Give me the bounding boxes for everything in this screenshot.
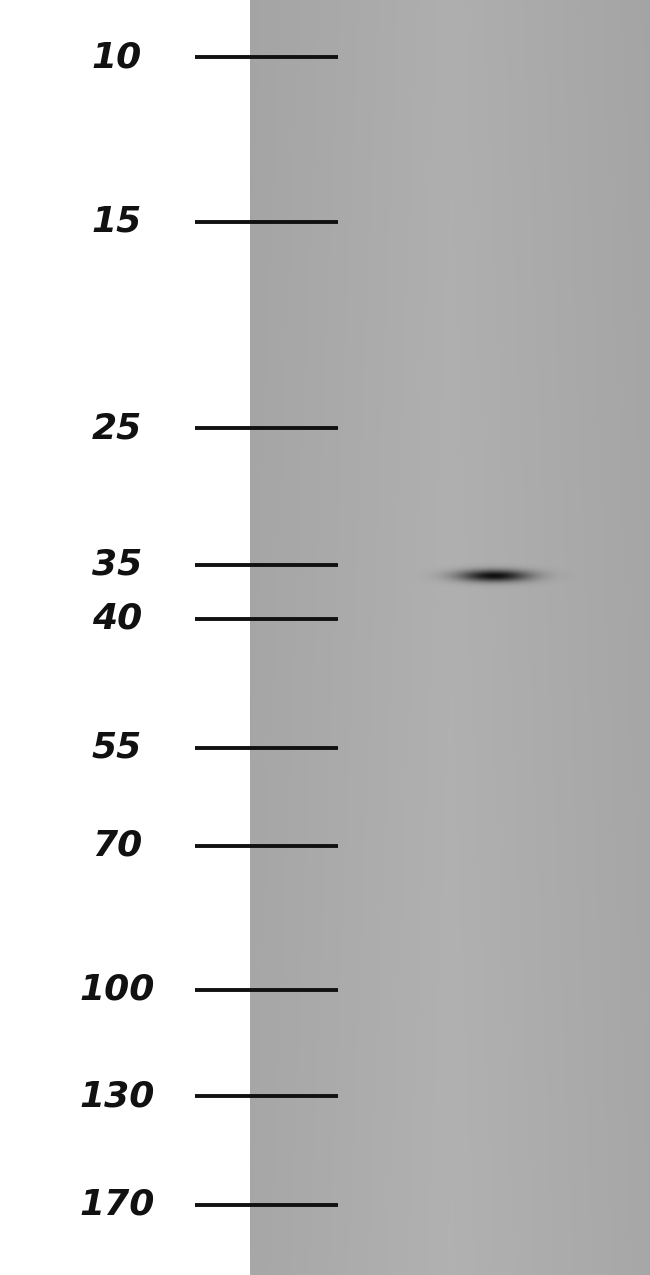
Text: 40: 40 xyxy=(92,602,142,636)
Text: 55: 55 xyxy=(92,731,142,765)
Text: 70: 70 xyxy=(92,829,142,862)
Text: 10: 10 xyxy=(92,41,142,74)
Text: 15: 15 xyxy=(92,204,142,238)
Text: 35: 35 xyxy=(92,548,142,581)
Text: 130: 130 xyxy=(79,1079,155,1113)
Text: 25: 25 xyxy=(92,412,142,445)
Text: 170: 170 xyxy=(79,1188,155,1221)
Text: 100: 100 xyxy=(79,973,155,1007)
